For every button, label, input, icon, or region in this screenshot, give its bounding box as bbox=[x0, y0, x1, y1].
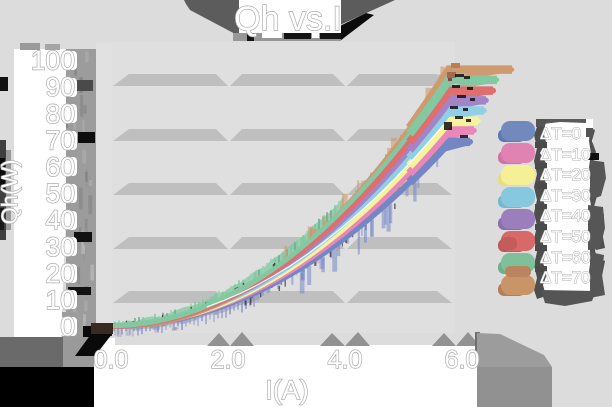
svg-text:10: 10 bbox=[46, 285, 75, 315]
svg-text:30: 30 bbox=[46, 232, 75, 262]
svg-text:50: 50 bbox=[46, 179, 75, 209]
svg-text:ΔT=40: ΔT=40 bbox=[540, 206, 591, 225]
svg-text:2.0: 2.0 bbox=[211, 346, 246, 374]
svg-text:ΔT=70: ΔT=70 bbox=[540, 268, 591, 287]
svg-text:Qh vs.I: Qh vs.I bbox=[234, 0, 342, 38]
svg-text:4.0: 4.0 bbox=[328, 346, 363, 374]
svg-text:ΔT=60: ΔT=60 bbox=[540, 248, 591, 267]
svg-text:ΔT=0: ΔT=0 bbox=[540, 124, 581, 143]
svg-text:ΔT=20: ΔT=20 bbox=[540, 165, 591, 184]
svg-text:ΔT=30: ΔT=30 bbox=[540, 186, 591, 205]
svg-text:70: 70 bbox=[46, 125, 75, 155]
svg-text:0.0: 0.0 bbox=[94, 346, 129, 374]
svg-text:I(A): I(A) bbox=[265, 375, 309, 405]
svg-text:0: 0 bbox=[60, 312, 75, 342]
svg-text:40: 40 bbox=[46, 205, 75, 235]
svg-text:80: 80 bbox=[46, 99, 75, 129]
svg-text:60: 60 bbox=[46, 152, 75, 182]
svg-text:ΔT=10: ΔT=10 bbox=[540, 145, 591, 164]
svg-text:ΔT=50: ΔT=50 bbox=[540, 227, 591, 246]
svg-text:100: 100 bbox=[31, 46, 75, 76]
svg-text:Qh(W): Qh(W) bbox=[0, 160, 22, 225]
svg-text:90: 90 bbox=[46, 72, 75, 102]
svg-text:6.0: 6.0 bbox=[445, 346, 480, 374]
svg-text:20: 20 bbox=[46, 258, 75, 288]
